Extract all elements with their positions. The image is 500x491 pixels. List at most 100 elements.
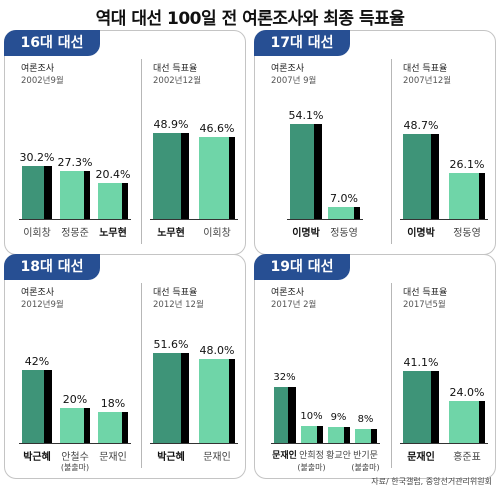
bar-name-note: (불출마) (60, 463, 90, 472)
group-baseline (400, 219, 488, 220)
bar-name-note: (불출마) (297, 463, 326, 472)
bar-name-label: 이회창 (23, 228, 51, 239)
source-note: 자료/ 한국갤럽, 중앙선거관리위원회 (371, 477, 492, 486)
bar (22, 369, 52, 443)
bar (60, 408, 90, 443)
bar (199, 137, 235, 219)
group-header: 대선 득표율 (403, 64, 448, 74)
group-baseline (150, 443, 238, 444)
election-panel: 19대 대선 여론조사 2017년 2월 32% 문재인 10% 안희정 (불출마) 9% 황교안… (254, 254, 496, 479)
bar (449, 173, 485, 219)
bar-name-label: 이명박 (292, 228, 320, 239)
bar-value-label: 9% (330, 412, 347, 424)
group-date: 2012년9월 (21, 300, 64, 310)
bar (327, 427, 350, 443)
bar-value-label: 8% (357, 414, 374, 425)
bar-name-label: 문재인 (407, 452, 435, 463)
bar-name-label: 안희정 (299, 451, 324, 461)
group-header: 대선 득표율 (153, 288, 198, 298)
bar (199, 359, 235, 443)
bar (60, 171, 90, 219)
group-date: 2017년 2월 (271, 300, 317, 310)
panel-title: 19대 대선 (254, 254, 350, 280)
group-baseline (287, 219, 363, 220)
bar (98, 411, 128, 443)
bar-name-label: 문재인 (99, 452, 127, 463)
bar-value-label: 48.0% (199, 344, 235, 357)
bar-value-label: 46.6% (199, 122, 235, 136)
panel-divider (391, 283, 392, 468)
group-header: 여론조사 (271, 64, 305, 74)
bar-name-label: 홍준표 (453, 452, 481, 463)
bar-value-label: 41.1% (403, 356, 439, 370)
group-date: 2002년9월 (21, 76, 64, 86)
panel-divider (141, 59, 142, 244)
bar (354, 429, 377, 443)
bar (153, 133, 189, 219)
bar-name-note: (불출마) (351, 463, 380, 472)
bar-value-label: 30.2% (19, 151, 55, 165)
bar-value-label: 24.0% (449, 386, 485, 399)
bar-name-label: 안철수 (61, 452, 89, 463)
group-baseline (400, 443, 488, 444)
bar-value-label: 32% (273, 372, 296, 383)
bar (273, 387, 296, 443)
group-date: 2012년 12월 (153, 300, 204, 310)
bar-name-label: 정동영 (330, 228, 358, 239)
panel-title: 16대 대선 (4, 30, 100, 56)
panel-divider (391, 59, 392, 244)
group-baseline (150, 219, 238, 220)
group-date: 2007년 9월 (271, 76, 317, 86)
bar-name-label: 정몽준 (61, 228, 89, 239)
group-baseline (19, 443, 131, 444)
group-header: 대선 득표율 (403, 288, 448, 298)
bar (403, 371, 439, 443)
bar (98, 183, 128, 219)
group-baseline (19, 219, 131, 220)
bar-name-label: 문재인 (203, 452, 231, 463)
bar (328, 206, 360, 219)
bar (449, 401, 485, 443)
bar-value-label: 26.1% (449, 158, 485, 172)
group-date: 2017년5월 (403, 300, 446, 310)
bar-name-label: 이명박 (407, 228, 435, 239)
bar-name-label: 박근혜 (157, 452, 185, 463)
group-baseline (270, 443, 380, 444)
group-date: 2002년12월 (153, 76, 202, 86)
bar (300, 425, 323, 443)
bar-value-label: 48.7% (403, 118, 439, 132)
bar-value-label: 54.1% (288, 109, 324, 123)
bar-value-label: 20% (62, 393, 88, 406)
bar (290, 124, 322, 219)
bar-name-label: 노무현 (99, 228, 127, 239)
group-header: 대선 득표율 (153, 64, 198, 74)
bar-value-label: 42% (24, 354, 50, 368)
panel-title: 18대 대선 (4, 254, 100, 280)
panel-divider (141, 283, 142, 468)
panel-title: 17대 대선 (254, 30, 350, 56)
bar (403, 133, 439, 219)
group-header: 여론조사 (21, 64, 55, 74)
bar-name-label: 황교안 (326, 451, 351, 461)
bar-value-label: 7.0% (330, 191, 358, 205)
bar-name-label: 정동영 (453, 228, 481, 239)
group-date: 2007년12월 (403, 76, 452, 86)
bar-value-label: 10% (300, 410, 323, 422)
bar-name-label: 박근혜 (23, 452, 51, 463)
bar-value-label: 20.4% (95, 168, 131, 182)
bar (22, 166, 52, 219)
bar (153, 352, 189, 443)
bar-name-label: 이회창 (203, 228, 231, 239)
chart-main-title: 역대 대선 100일 전 여론조사와 최종 득표율 (95, 9, 405, 29)
bar-value-label: 48.9% (153, 118, 189, 132)
bar-value-label: 51.6% (153, 337, 189, 351)
bar-name-label: 반기문 (353, 451, 378, 461)
bar-name-label: 노무현 (157, 228, 185, 239)
bar-value-label: 18% (100, 396, 126, 410)
bar-name-label: 문재인 (272, 451, 297, 461)
group-header: 여론조사 (21, 288, 55, 298)
bar-value-label: 27.3% (57, 156, 93, 170)
